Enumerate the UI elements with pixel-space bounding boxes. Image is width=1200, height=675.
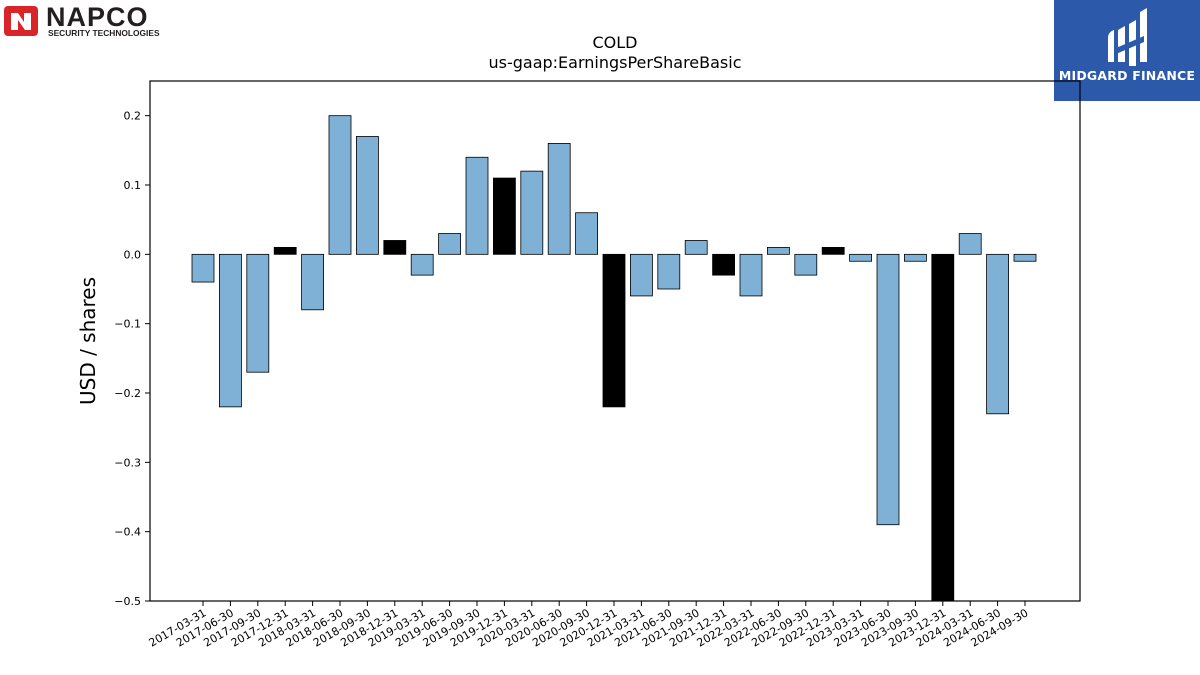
bar-2020-09-30 (575, 212, 598, 255)
bar-2019-06-30 (438, 233, 462, 255)
midgard-wordmark: MIDGARD FINANCE (1058, 68, 1196, 83)
bar-2024-03-31 (958, 233, 982, 255)
napco-tagline: SECURITY TECHNOLOGIES (48, 28, 160, 38)
bar-2024-06-30 (986, 253, 1009, 415)
bar-2018-09-30 (355, 136, 379, 255)
bar-2018-03-31 (301, 253, 325, 311)
bar-2023-09-30 (904, 253, 927, 262)
bar-2022-12-31 (821, 246, 845, 255)
bar-2023-06-30 (876, 253, 900, 526)
bar-2021-12-31 (712, 253, 735, 276)
chart-title: COLD (593, 33, 638, 52)
napco-logo: NAPCO SECURITY TECHNOLOGIES (4, 4, 160, 38)
y-tick-label: −0.2 (114, 387, 141, 400)
y-tick-label: 0.0 (124, 248, 142, 261)
bar-2019-09-30 (465, 156, 489, 255)
midgard-emblem-icon (1108, 8, 1147, 66)
bar-2018-06-30 (328, 115, 352, 255)
bar-2022-06-30 (767, 246, 790, 255)
bar-2021-09-30 (684, 240, 708, 255)
bar-2023-03-31 (849, 253, 872, 262)
plot-area-frame (149, 80, 1081, 602)
bar-2017-09-30 (246, 253, 270, 373)
y-tick-label: −0.5 (114, 595, 141, 608)
napco-emblem-icon (4, 6, 38, 36)
bar-2019-03-31 (410, 253, 434, 276)
y-tick-label: 0.2 (124, 110, 142, 123)
bar-2020-12-31 (602, 253, 626, 408)
y-tick-label: −0.3 (114, 456, 141, 469)
y-tick-label: −0.1 (114, 318, 141, 331)
y-tick-label: −0.4 (114, 526, 141, 539)
bar-2020-03-31 (520, 170, 544, 255)
bar-2021-03-31 (630, 253, 653, 297)
bar-2024-09-30 (1013, 253, 1037, 262)
midgard-finance-logo: MIDGARD FINANCE (1054, 0, 1200, 101)
bar-2017-12-31 (273, 246, 297, 255)
bar-2022-09-30 (794, 253, 818, 276)
chart-subtitle: us-gaap:EarningsPerShareBasic (488, 53, 741, 72)
bar-2018-12-31 (383, 240, 407, 255)
y-axis-label: USD / shares (76, 277, 100, 405)
bar-2017-03-31 (191, 253, 215, 283)
bar-2020-06-30 (547, 142, 571, 255)
bar-2022-03-31 (739, 253, 763, 297)
bar-2017-06-30 (218, 253, 242, 408)
bar-2021-06-30 (657, 253, 681, 290)
bar-2023-12-31 (931, 253, 955, 602)
bar-2019-12-31 (492, 177, 516, 255)
y-tick-label: 0.1 (124, 179, 142, 192)
napco-wordmark: NAPCO (46, 4, 149, 32)
